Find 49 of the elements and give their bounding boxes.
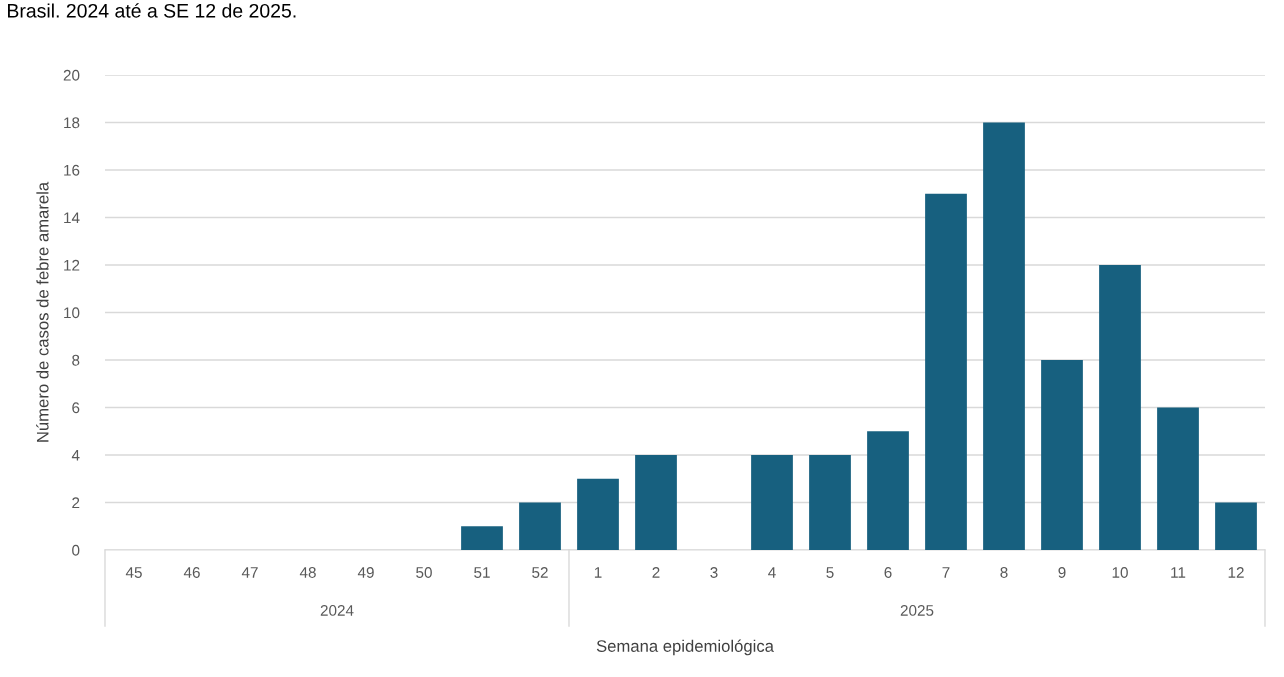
x-tick-label: 3 <box>710 567 718 578</box>
x-tick-label: 10 <box>1112 567 1128 578</box>
bar <box>1215 502 1257 550</box>
text: 2024 <box>320 605 354 616</box>
x-tick-label: 1 <box>594 567 602 578</box>
x-tick-label: 6 <box>884 567 892 578</box>
y-tick-label: 16 <box>64 164 80 176</box>
x-tick-label: 46 <box>183 567 200 578</box>
x-tick-label: 11 <box>1171 567 1186 578</box>
bar <box>519 502 561 550</box>
y-tick-label: 6 <box>72 402 80 414</box>
y-tick-label: 2 <box>72 497 80 509</box>
chart-title: Brasil. 2024 até a SE 12 de 2025. <box>8 3 296 18</box>
x-tick-label: 2 <box>652 567 660 578</box>
bar <box>1099 265 1141 550</box>
bar <box>1157 407 1199 550</box>
x-tick-label: 51 <box>474 567 490 578</box>
y-tick-label: 0 <box>72 544 80 556</box>
x-tick-label: 9 <box>1058 567 1066 578</box>
text: 2025 <box>900 605 934 616</box>
bar <box>635 455 677 550</box>
y-axis-title: Número de casos de febre amarela <box>36 181 49 442</box>
x-tick-label: 45 <box>125 567 142 578</box>
x-tick-label: 49 <box>357 567 374 578</box>
bar <box>867 431 909 550</box>
x-tick-label: 4 <box>768 567 776 578</box>
y-tick-label: 12 <box>64 259 80 271</box>
bar <box>1041 360 1083 550</box>
x-tick-label: 48 <box>299 567 316 578</box>
y-tick-label: 18 <box>64 117 80 129</box>
x-axis-title: Semana epidemiológica <box>596 639 774 656</box>
y-tick-label: 20 <box>63 69 80 81</box>
y-tick-label: 8 <box>72 354 80 366</box>
x-tick-label: 5 <box>826 567 834 578</box>
bar <box>809 455 851 550</box>
y-tick-label: 4 <box>71 450 80 461</box>
x-tick-label: 8 <box>1000 567 1008 578</box>
y-tick-label: 10 <box>64 307 80 319</box>
x-tick-label: 50 <box>416 567 432 578</box>
y-tick-label: 14 <box>64 212 80 224</box>
x-tick-label: 7 <box>942 567 950 578</box>
bar <box>461 526 503 550</box>
bar <box>577 478 619 550</box>
x-tick-label: 52 <box>532 567 548 578</box>
x-tick-label: 47 <box>241 567 258 578</box>
x-tick-label: 12 <box>1228 567 1244 578</box>
bar <box>751 455 793 550</box>
bar <box>983 122 1025 550</box>
bar <box>925 193 967 550</box>
